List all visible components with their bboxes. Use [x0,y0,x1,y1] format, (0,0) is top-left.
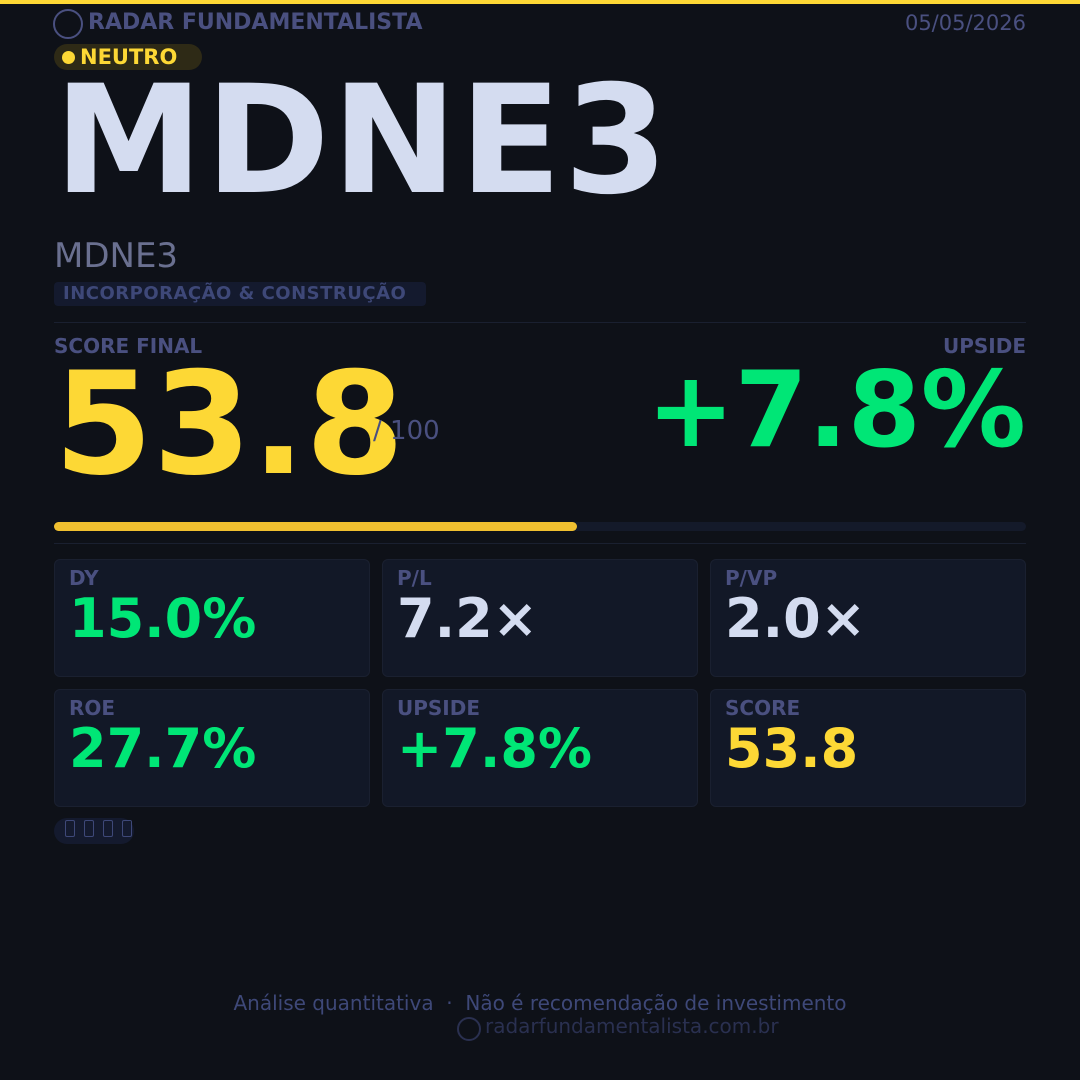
metric-label: DY [69,566,99,590]
score-max: / 100 [373,416,440,446]
sector: INCORPORAÇÃO & CONSTRUÇÃO [63,283,407,304]
divider [54,322,1026,323]
score-bar [54,522,577,531]
metric-value: 53.8 [725,717,859,780]
icon [103,820,113,837]
metric-value: 7.2× [397,587,538,650]
metric-card: SCORE 53.8 [710,689,1026,807]
metric-value: 2.0× [725,587,866,650]
icon [65,820,75,837]
badge [54,44,202,70]
footer-url: radarfundamentalista.com.br [485,1014,779,1038]
icon-row [54,818,134,844]
ticker: MDNE3 [54,54,671,228]
metric-card: UPSIDE +7.8% [382,689,698,807]
brand: RADAR FUNDAMENTALISTA [88,10,423,35]
badge-text: NEUTRO [80,45,178,69]
metric-value: 15.0% [69,587,257,650]
footer-logo [457,1017,481,1041]
metric-card: ROE 27.7% [54,689,370,807]
icon [122,820,132,837]
disclaimer: Análise quantitativa · Não é recomendaçã… [233,991,847,1015]
sector-pill [54,282,426,306]
metric-label: P/L [397,566,432,590]
metric-card: DY 15.0% [54,559,370,677]
badge-dot [62,51,75,64]
metric-card: P/L 7.2× [382,559,698,677]
metric-value: +7.8% [397,717,593,780]
upside-value: +7.8% [646,349,1026,471]
score-value: 53.8 [54,342,405,507]
divider [54,543,1026,544]
metric-label: SCORE [725,696,801,720]
logo [53,9,83,39]
metric-label: ROE [69,696,116,720]
metric-value: 27.7% [69,717,257,780]
icon [84,820,94,837]
score-label: SCORE FINAL [54,334,203,358]
upside-label: UPSIDE [942,334,1026,358]
metric-label: UPSIDE [397,696,481,720]
top-accent [0,0,1080,4]
metric-card: P/VP 2.0× [710,559,1026,677]
metric-label: P/VP [725,566,778,590]
date: 05/05/2026 [904,11,1026,35]
asset-name: MDNE3 [54,236,179,276]
